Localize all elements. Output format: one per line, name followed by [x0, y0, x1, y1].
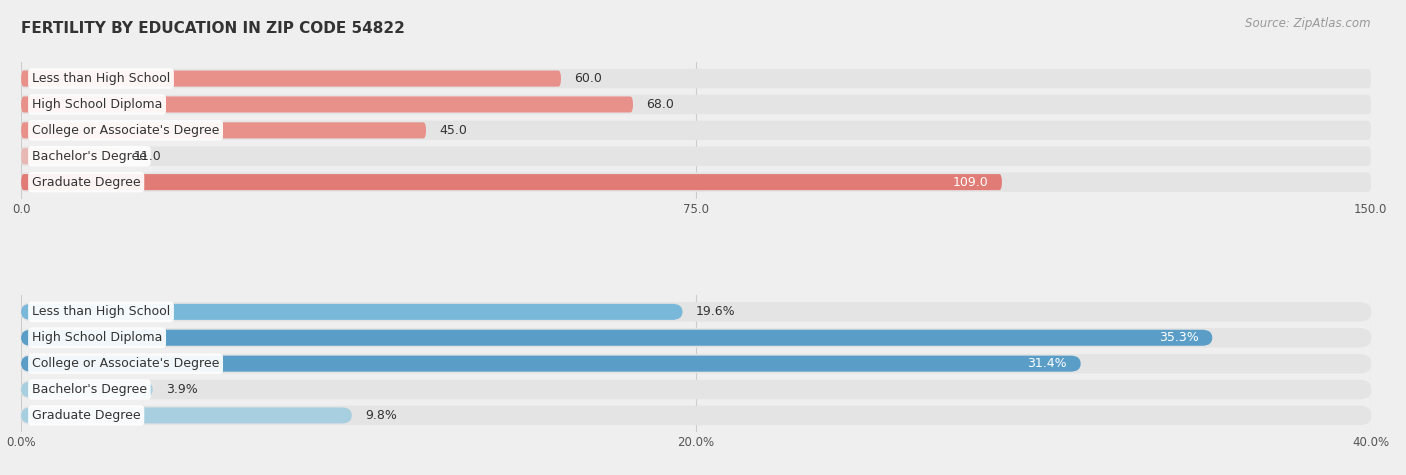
FancyBboxPatch shape — [21, 406, 1371, 425]
FancyBboxPatch shape — [21, 71, 561, 86]
FancyBboxPatch shape — [21, 69, 1371, 88]
Text: Bachelor's Degree: Bachelor's Degree — [32, 150, 146, 163]
Text: High School Diploma: High School Diploma — [32, 331, 162, 344]
FancyBboxPatch shape — [21, 121, 1371, 140]
FancyBboxPatch shape — [21, 172, 1371, 192]
FancyBboxPatch shape — [21, 354, 1371, 373]
Text: 109.0: 109.0 — [953, 176, 988, 189]
Text: Graduate Degree: Graduate Degree — [32, 409, 141, 422]
FancyBboxPatch shape — [21, 381, 153, 398]
Text: Less than High School: Less than High School — [32, 72, 170, 85]
FancyBboxPatch shape — [21, 380, 1371, 399]
Text: College or Associate's Degree: College or Associate's Degree — [32, 357, 219, 370]
FancyBboxPatch shape — [21, 96, 633, 113]
Text: 45.0: 45.0 — [440, 124, 467, 137]
FancyBboxPatch shape — [21, 95, 1371, 114]
FancyBboxPatch shape — [21, 148, 120, 164]
FancyBboxPatch shape — [21, 304, 682, 320]
Text: 3.9%: 3.9% — [166, 383, 198, 396]
Text: Graduate Degree: Graduate Degree — [32, 176, 141, 189]
FancyBboxPatch shape — [21, 123, 426, 138]
FancyBboxPatch shape — [21, 302, 1371, 322]
Text: 31.4%: 31.4% — [1028, 357, 1067, 370]
Text: College or Associate's Degree: College or Associate's Degree — [32, 124, 219, 137]
FancyBboxPatch shape — [21, 147, 1371, 166]
FancyBboxPatch shape — [21, 330, 1212, 346]
FancyBboxPatch shape — [21, 328, 1371, 347]
Text: 68.0: 68.0 — [647, 98, 675, 111]
Text: 11.0: 11.0 — [134, 150, 162, 163]
Text: Source: ZipAtlas.com: Source: ZipAtlas.com — [1246, 17, 1371, 29]
FancyBboxPatch shape — [21, 356, 1081, 371]
Text: High School Diploma: High School Diploma — [32, 98, 162, 111]
Text: FERTILITY BY EDUCATION IN ZIP CODE 54822: FERTILITY BY EDUCATION IN ZIP CODE 54822 — [21, 21, 405, 37]
Text: Bachelor's Degree: Bachelor's Degree — [32, 383, 146, 396]
Text: 60.0: 60.0 — [575, 72, 602, 85]
Text: 9.8%: 9.8% — [366, 409, 396, 422]
Text: 19.6%: 19.6% — [696, 305, 735, 318]
Text: 35.3%: 35.3% — [1159, 331, 1199, 344]
FancyBboxPatch shape — [21, 408, 351, 423]
Text: Less than High School: Less than High School — [32, 305, 170, 318]
FancyBboxPatch shape — [21, 174, 1002, 190]
